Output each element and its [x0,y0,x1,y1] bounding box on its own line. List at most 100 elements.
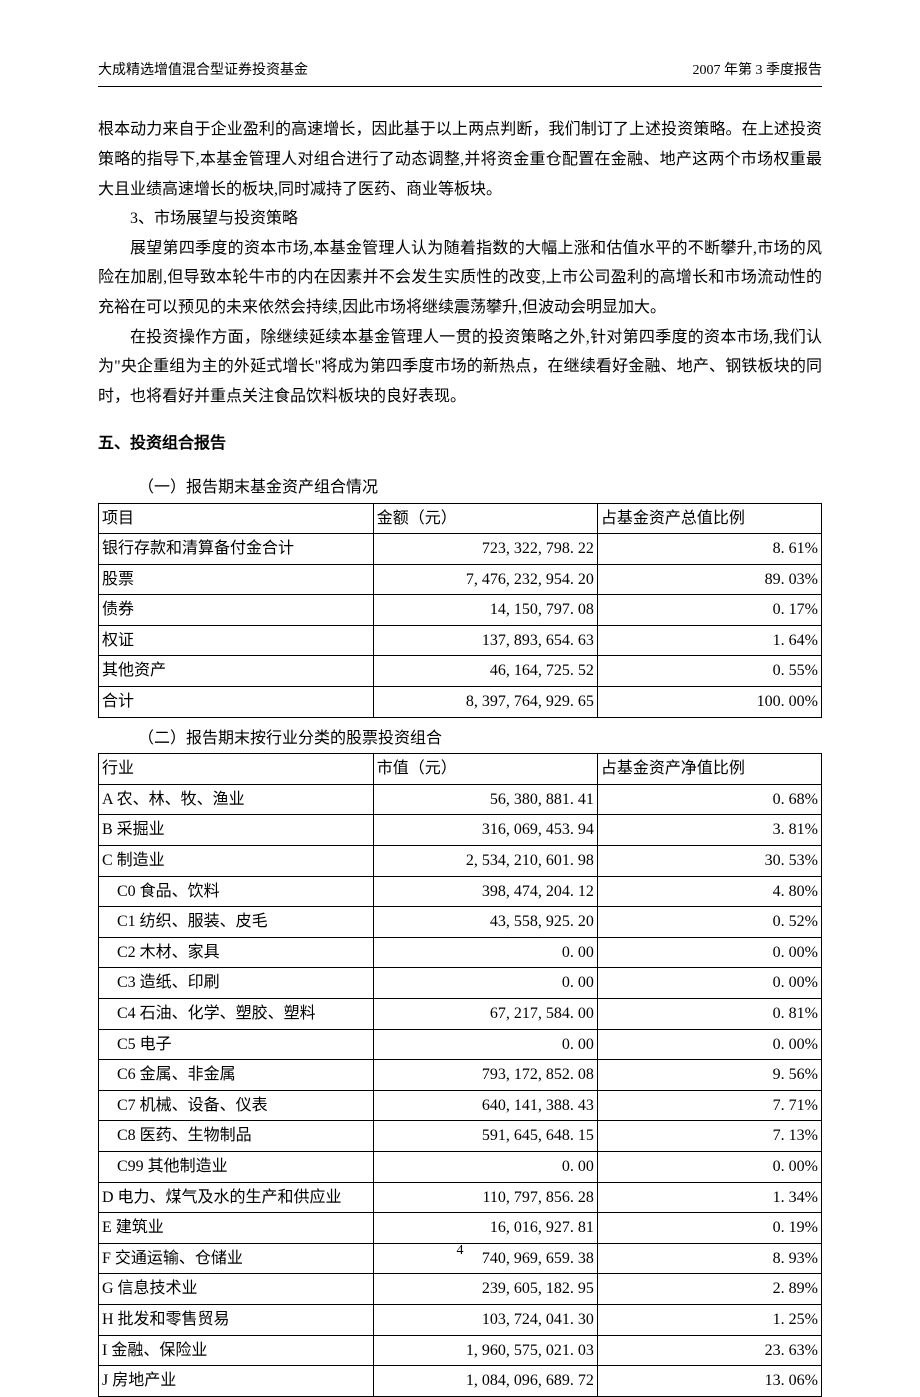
table-cell-ratio: 0. 55% [597,656,821,687]
table-cell-label: C99 其他制造业 [99,1151,374,1182]
table-cell-value: 239, 605, 182. 95 [373,1274,597,1305]
header-right: 2007 年第 3 季度报告 [693,60,823,82]
table-cell-label: B 采掘业 [99,815,374,846]
table-cell-value: 110, 797, 856. 28 [373,1182,597,1213]
table-cell-label: I 金融、保险业 [99,1335,374,1366]
asset-composition-table: 项目 金额（元） 占基金资产总值比例 银行存款和清算备付金合计723, 322,… [98,503,822,718]
table-row: C3 造纸、印刷0. 000. 00% [99,968,822,999]
table-row: C8 医药、生物制品591, 645, 648. 157. 13% [99,1121,822,1152]
table-cell-label: C1 纺织、服装、皮毛 [99,907,374,938]
table-cell-value: 2, 534, 210, 601. 98 [373,846,597,877]
table-cell-value: 56, 380, 881. 41 [373,784,597,815]
table-row: 其他资产46, 164, 725. 520. 55% [99,656,822,687]
table-row: 合计8, 397, 764, 929. 65100. 00% [99,687,822,718]
table-cell-label: 其他资产 [99,656,374,687]
table-header-row: 行业 市值（元） 占基金资产净值比例 [99,754,822,785]
table-cell-value: 103, 724, 041. 30 [373,1304,597,1335]
table-row: C4 石油、化学、塑胶、塑料67, 217, 584. 000. 81% [99,999,822,1030]
table-row: C5 电子0. 000. 00% [99,1029,822,1060]
table-cell-value: 1, 084, 096, 689. 72 [373,1366,597,1397]
table-cell-value: 1, 960, 575, 021. 03 [373,1335,597,1366]
table-cell-label: C2 木材、家具 [99,937,374,968]
table-cell-ratio: 0. 00% [597,937,821,968]
table-cell-ratio: 100. 00% [597,687,821,718]
table-row: J 房地产业1, 084, 096, 689. 7213. 06% [99,1366,822,1397]
table-cell-value: 316, 069, 453. 94 [373,815,597,846]
table-row: C1 纺织、服装、皮毛43, 558, 925. 200. 52% [99,907,822,938]
table-cell-ratio: 8. 61% [597,534,821,565]
header-left: 大成精选增值混合型证券投资基金 [98,60,308,82]
table-cell-label: 银行存款和清算备付金合计 [99,534,374,565]
table-cell-ratio: 0. 81% [597,999,821,1030]
table-cell-ratio: 0. 00% [597,1151,821,1182]
table-cell-label: C7 机械、设备、仪表 [99,1090,374,1121]
table2-h2: 占基金资产净值比例 [597,754,821,785]
table-cell-ratio: 2. 89% [597,1274,821,1305]
table-cell-ratio: 0. 52% [597,907,821,938]
table-cell-ratio: 0. 00% [597,968,821,999]
table-cell-ratio: 0. 00% [597,1029,821,1060]
page-number: 4 [0,1240,920,1262]
table2-caption: （二）报告期末按行业分类的股票投资组合 [98,726,822,752]
table-cell-ratio: 1. 34% [597,1182,821,1213]
table-cell-value: 0. 00 [373,1151,597,1182]
table-cell-label: C0 食品、饮料 [99,876,374,907]
table-cell-amount: 7, 476, 232, 954. 20 [373,564,597,595]
table-cell-label: C5 电子 [99,1029,374,1060]
table-row: 银行存款和清算备付金合计723, 322, 798. 228. 61% [99,534,822,565]
body-paragraph-3: 展望第四季度的资本市场,本基金管理人认为随着指数的大幅上涨和估值水平的不断攀升,… [98,234,822,323]
body-paragraph-2: 3、市场展望与投资策略 [98,204,822,234]
table-cell-ratio: 7. 13% [597,1121,821,1152]
table-cell-label: 债券 [99,595,374,626]
industry-allocation-table: 行业 市值（元） 占基金资产净值比例 A 农、林、牧、渔业56, 380, 88… [98,753,822,1396]
table-cell-label: C3 造纸、印刷 [99,968,374,999]
table-cell-ratio: 4. 80% [597,876,821,907]
table-cell-ratio: 9. 56% [597,1060,821,1091]
table-row: 股票7, 476, 232, 954. 2089. 03% [99,564,822,595]
table-cell-amount: 46, 164, 725. 52 [373,656,597,687]
table-cell-ratio: 7. 71% [597,1090,821,1121]
table-cell-ratio: 1. 64% [597,625,821,656]
table-row: C2 木材、家具0. 000. 00% [99,937,822,968]
table-cell-value: 43, 558, 925. 20 [373,907,597,938]
table-cell-label: 合计 [99,687,374,718]
table-cell-label: C6 金属、非金属 [99,1060,374,1091]
table2-h0: 行业 [99,754,374,785]
table-header-row: 项目 金额（元） 占基金资产总值比例 [99,503,822,534]
table-cell-label: J 房地产业 [99,1366,374,1397]
table1-h0: 项目 [99,503,374,534]
table1-h1: 金额（元） [373,503,597,534]
table-cell-value: 67, 217, 584. 00 [373,999,597,1030]
table-cell-value: 398, 474, 204. 12 [373,876,597,907]
table1-h2: 占基金资产总值比例 [597,503,821,534]
table-cell-label: C8 医药、生物制品 [99,1121,374,1152]
table-cell-label: 股票 [99,564,374,595]
table-row: C0 食品、饮料398, 474, 204. 124. 80% [99,876,822,907]
table-cell-label: C4 石油、化学、塑胶、塑料 [99,999,374,1030]
table-row: 债券14, 150, 797. 080. 17% [99,595,822,626]
table-row: D 电力、煤气及水的生产和供应业110, 797, 856. 281. 34% [99,1182,822,1213]
table-cell-value: 0. 00 [373,968,597,999]
table-cell-value: 0. 00 [373,937,597,968]
table-cell-label: A 农、林、牧、渔业 [99,784,374,815]
table-cell-value: 640, 141, 388. 43 [373,1090,597,1121]
page-header: 大成精选增值混合型证券投资基金 2007 年第 3 季度报告 [98,60,822,82]
table-cell-amount: 723, 322, 798. 22 [373,534,597,565]
table-row: C 制造业2, 534, 210, 601. 9830. 53% [99,846,822,877]
table1-caption: （一）报告期末基金资产组合情况 [98,475,822,501]
table-cell-ratio: 30. 53% [597,846,821,877]
table-row: I 金融、保险业1, 960, 575, 021. 0323. 63% [99,1335,822,1366]
table-cell-label: 权证 [99,625,374,656]
section-heading: 五、投资组合报告 [98,431,822,457]
table-cell-label: C 制造业 [99,846,374,877]
table-cell-amount: 137, 893, 654. 63 [373,625,597,656]
header-divider [98,86,822,87]
table-cell-ratio: 13. 06% [597,1366,821,1397]
table-cell-value: 591, 645, 648. 15 [373,1121,597,1152]
table2-h1: 市值（元） [373,754,597,785]
table-cell-ratio: 0. 68% [597,784,821,815]
table-cell-amount: 14, 150, 797. 08 [373,595,597,626]
table-cell-label: H 批发和零售贸易 [99,1304,374,1335]
table-cell-ratio: 3. 81% [597,815,821,846]
table-row: 权证137, 893, 654. 631. 64% [99,625,822,656]
